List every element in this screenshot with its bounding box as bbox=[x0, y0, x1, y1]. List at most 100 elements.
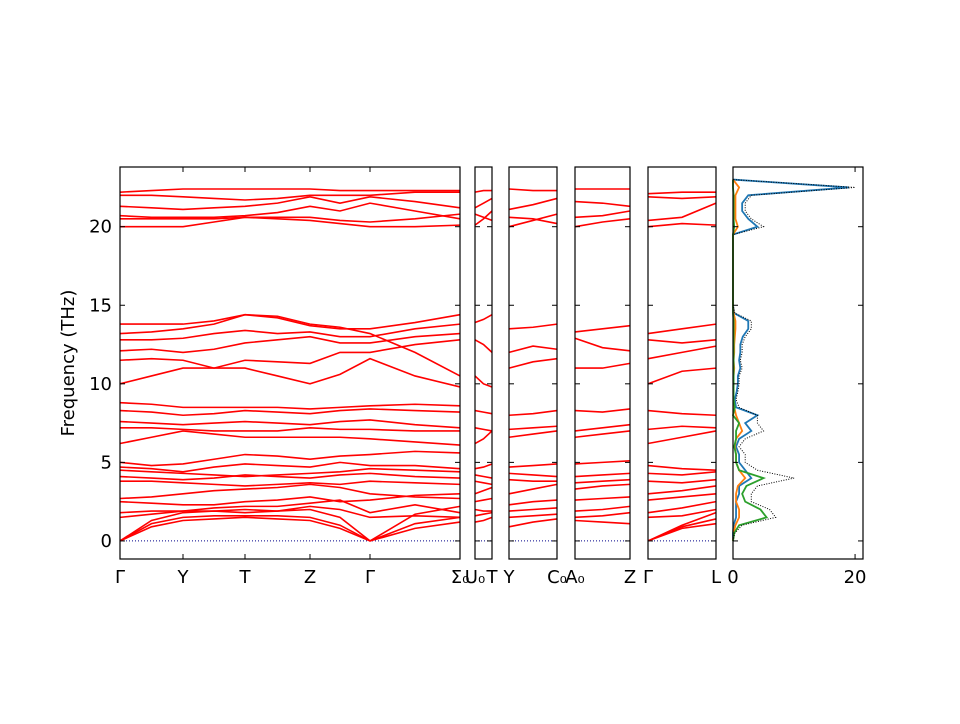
x-tick-label: Y bbox=[177, 567, 190, 588]
band bbox=[647, 425, 717, 431]
band bbox=[474, 339, 493, 353]
band bbox=[120, 480, 461, 487]
x-tick-label: Z bbox=[304, 567, 316, 588]
band bbox=[474, 210, 493, 226]
x-tick-label: Z bbox=[624, 567, 636, 588]
band bbox=[474, 516, 493, 523]
dos-curve bbox=[732, 178, 850, 541]
band bbox=[508, 345, 558, 354]
band bbox=[474, 409, 493, 415]
x-tick-label: Γ bbox=[643, 567, 653, 588]
band bbox=[474, 480, 493, 486]
band bbox=[120, 427, 460, 432]
band bbox=[120, 191, 460, 201]
band bbox=[119, 357, 461, 388]
band bbox=[119, 516, 461, 542]
band bbox=[574, 210, 631, 219]
band bbox=[647, 409, 717, 417]
band bbox=[119, 419, 461, 429]
band bbox=[647, 511, 717, 542]
band bbox=[574, 423, 631, 432]
band bbox=[647, 485, 717, 495]
band bbox=[119, 499, 461, 514]
x-tick-label: 0 bbox=[727, 567, 738, 588]
y-tick-label: 0 bbox=[101, 531, 112, 552]
x-tick-label: Γ bbox=[115, 567, 125, 588]
x-tick-label: Σ₀ bbox=[451, 567, 470, 588]
band bbox=[574, 496, 631, 501]
band bbox=[119, 202, 461, 220]
band bbox=[119, 339, 461, 369]
band bbox=[575, 362, 631, 369]
band bbox=[474, 430, 493, 445]
band bbox=[119, 408, 461, 417]
band bbox=[574, 324, 631, 333]
band bbox=[120, 213, 461, 223]
band bbox=[119, 313, 461, 335]
band bbox=[119, 188, 460, 193]
x-tick-label: L bbox=[711, 567, 721, 588]
x-tick-label: Y bbox=[503, 567, 516, 588]
band bbox=[120, 313, 461, 377]
band bbox=[508, 323, 558, 330]
panel-frame bbox=[508, 166, 558, 560]
band bbox=[119, 450, 461, 467]
panel-frame bbox=[647, 166, 717, 560]
band bbox=[508, 472, 558, 478]
band bbox=[474, 427, 493, 432]
band bbox=[647, 508, 717, 519]
band bbox=[508, 430, 558, 439]
band bbox=[508, 425, 558, 431]
band bbox=[508, 499, 558, 506]
band bbox=[574, 337, 631, 352]
band bbox=[508, 518, 558, 528]
band bbox=[574, 478, 631, 484]
y-tick-label: 15 bbox=[89, 295, 112, 316]
panel-frame bbox=[732, 166, 864, 560]
band bbox=[574, 472, 631, 478]
band bbox=[508, 197, 558, 211]
band bbox=[647, 196, 717, 200]
band bbox=[119, 505, 461, 519]
band bbox=[119, 461, 461, 473]
x-tick-label: T bbox=[239, 567, 252, 588]
x-tick-label: C₀ bbox=[547, 567, 567, 588]
band bbox=[119, 332, 461, 354]
band bbox=[508, 213, 558, 228]
band bbox=[508, 513, 558, 519]
panel-frame bbox=[119, 166, 461, 560]
band bbox=[120, 323, 461, 341]
band bbox=[119, 196, 461, 211]
x-tick-label: Γ bbox=[365, 567, 375, 588]
band bbox=[647, 478, 717, 484]
y-tick-label: 10 bbox=[89, 374, 112, 395]
band bbox=[647, 493, 717, 501]
band bbox=[119, 483, 461, 500]
band bbox=[508, 216, 558, 225]
band bbox=[574, 200, 631, 208]
band bbox=[119, 493, 461, 506]
panel-frame bbox=[574, 166, 631, 560]
band bbox=[647, 430, 717, 445]
band bbox=[474, 189, 492, 193]
band bbox=[647, 345, 717, 360]
band bbox=[647, 191, 716, 195]
band bbox=[474, 486, 493, 495]
band bbox=[574, 483, 631, 490]
band bbox=[508, 507, 558, 512]
x-tick-label: 20 bbox=[844, 567, 867, 588]
band bbox=[647, 323, 717, 335]
band bbox=[647, 222, 717, 228]
band bbox=[474, 463, 493, 470]
band bbox=[574, 218, 631, 228]
y-tick-label: 5 bbox=[101, 452, 112, 473]
band bbox=[647, 367, 717, 385]
band bbox=[647, 500, 717, 514]
band bbox=[120, 216, 461, 228]
band bbox=[474, 474, 493, 479]
band bbox=[508, 188, 557, 192]
band bbox=[647, 202, 717, 222]
x-tick-label: U₀ bbox=[465, 567, 485, 588]
band bbox=[647, 471, 717, 476]
